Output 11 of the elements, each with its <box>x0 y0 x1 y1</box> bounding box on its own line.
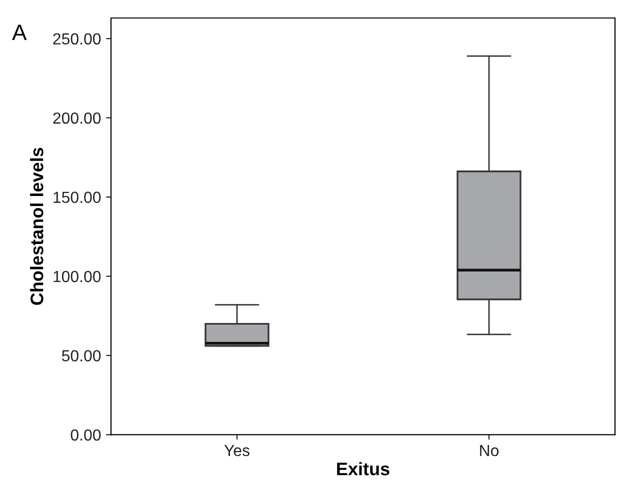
y-tick-label: 150.00 <box>54 192 101 203</box>
y-tick-label: 100.00 <box>54 270 101 282</box>
y-tick-label: 50.00 <box>62 350 101 362</box>
x-tick-label: Yes <box>224 445 250 456</box>
y-tick-label: 250.00 <box>53 33 101 45</box>
y-axis-title: Cholestanol levels <box>30 148 44 305</box>
x-tick-label: No <box>480 445 499 456</box>
x-axis-title: Exitus <box>337 462 390 476</box>
text: A <box>12 24 27 40</box>
y-tick-label: 0.00 <box>70 429 101 441</box>
y-tick-label: 200.00 <box>53 112 101 124</box>
